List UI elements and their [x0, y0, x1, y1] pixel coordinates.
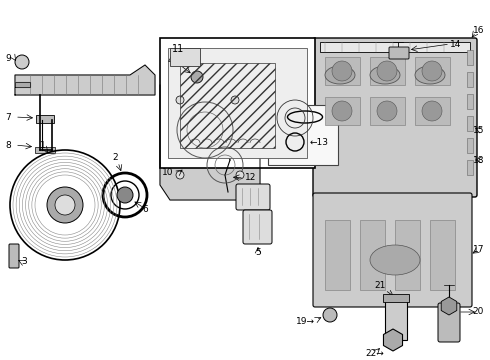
Text: 19→: 19→: [296, 318, 315, 327]
Circle shape: [377, 61, 397, 81]
Text: 9: 9: [5, 54, 11, 63]
Text: 22→: 22→: [365, 350, 384, 359]
Bar: [168, 48, 307, 158]
Circle shape: [332, 101, 352, 121]
Polygon shape: [15, 82, 30, 87]
Bar: [415, 57, 450, 85]
Bar: [467, 138, 473, 153]
Circle shape: [176, 171, 184, 179]
Bar: [467, 160, 473, 175]
Bar: [170, 48, 200, 66]
FancyBboxPatch shape: [389, 47, 409, 59]
Text: 20: 20: [473, 307, 484, 316]
Circle shape: [55, 195, 75, 215]
Text: 8: 8: [5, 140, 11, 149]
Ellipse shape: [370, 66, 400, 84]
Circle shape: [176, 96, 184, 104]
Bar: [268, 105, 338, 165]
Text: 4: 4: [167, 56, 173, 65]
Bar: [395, 220, 420, 290]
Text: ←13: ←13: [310, 138, 329, 147]
Bar: [385, 298, 407, 340]
Text: 3: 3: [21, 257, 27, 266]
Text: 10: 10: [162, 168, 174, 177]
Bar: [467, 116, 473, 131]
Polygon shape: [384, 329, 402, 351]
Bar: [370, 57, 405, 85]
Circle shape: [323, 308, 337, 322]
Text: 21: 21: [374, 281, 386, 290]
Bar: [467, 50, 473, 65]
Bar: [325, 57, 360, 85]
Text: 2: 2: [112, 153, 118, 162]
Ellipse shape: [325, 66, 355, 84]
Circle shape: [117, 187, 133, 203]
Bar: [36, 115, 54, 123]
Text: 17: 17: [472, 246, 484, 255]
Bar: [370, 97, 405, 125]
Circle shape: [422, 101, 442, 121]
Bar: [325, 97, 360, 125]
Bar: [467, 72, 473, 87]
FancyBboxPatch shape: [9, 244, 19, 268]
Circle shape: [231, 96, 239, 104]
Bar: [325, 220, 350, 290]
Circle shape: [15, 55, 29, 69]
Text: 14: 14: [450, 40, 462, 49]
Circle shape: [332, 61, 352, 81]
Text: 1: 1: [40, 141, 46, 150]
FancyBboxPatch shape: [438, 303, 460, 342]
Bar: [160, 38, 315, 168]
Polygon shape: [160, 85, 260, 200]
Text: 6: 6: [142, 205, 148, 214]
Bar: [35, 147, 55, 153]
Circle shape: [422, 61, 442, 81]
Bar: [430, 220, 455, 290]
Text: 5: 5: [255, 248, 261, 257]
Ellipse shape: [415, 66, 445, 84]
FancyBboxPatch shape: [313, 193, 472, 307]
Bar: [360, 220, 385, 290]
Text: 16: 16: [472, 26, 484, 35]
Text: 12: 12: [245, 173, 256, 182]
Circle shape: [377, 101, 397, 121]
Bar: [180, 63, 275, 148]
Text: 7: 7: [5, 112, 11, 122]
Text: 11: 11: [172, 44, 184, 54]
Bar: [320, 42, 470, 52]
FancyBboxPatch shape: [313, 38, 477, 197]
Polygon shape: [441, 297, 457, 315]
FancyBboxPatch shape: [243, 210, 272, 244]
Text: 15: 15: [472, 126, 484, 135]
FancyBboxPatch shape: [236, 184, 270, 210]
Polygon shape: [15, 65, 155, 95]
Text: 18: 18: [472, 156, 484, 165]
Bar: [383, 294, 409, 302]
Circle shape: [47, 187, 83, 223]
Circle shape: [236, 171, 244, 179]
Ellipse shape: [370, 245, 420, 275]
Bar: [415, 97, 450, 125]
Bar: [467, 94, 473, 109]
Circle shape: [191, 71, 203, 83]
